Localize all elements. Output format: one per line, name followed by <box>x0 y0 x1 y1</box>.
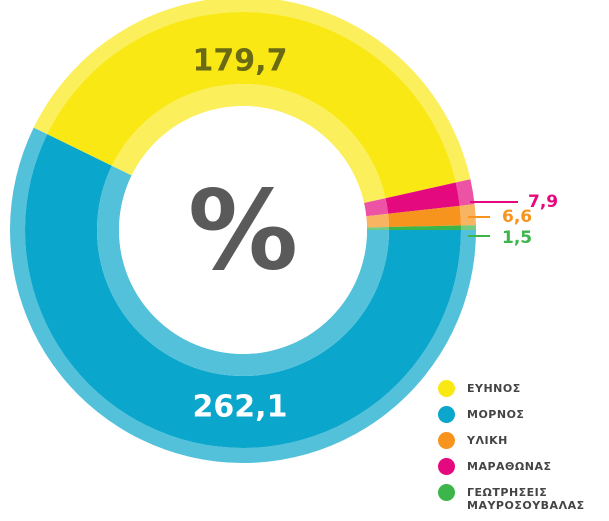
value-label: 7,9 <box>528 192 558 212</box>
legend-label: ΓΕΩΤΡΗΣΕΙΣ ΜΑΥΡΟΣΟΥΒΑΛΑΣ <box>467 486 585 512</box>
legend-item: ΓΕΩΤΡΗΣΕΙΣ ΜΑΥΡΟΣΟΥΒΑΛΑΣ <box>438 484 608 512</box>
legend-label: ΥΛΙΚΗ <box>467 434 508 447</box>
segment <box>388 205 461 227</box>
legend-item: ΜΑΡΑΘΩΝΑΣ <box>438 458 608 475</box>
segment <box>385 182 460 214</box>
segment <box>47 11 456 199</box>
donut-hole <box>119 106 367 354</box>
segment-band <box>459 204 476 226</box>
legend-item: ΕΥΗΝΟΣ <box>438 380 608 397</box>
legend-label: ΜΑΡΑΘΩΝΑΣ <box>467 460 552 473</box>
legend-swatch <box>438 380 455 397</box>
legend-label: ΕΥΗΝΟΣ <box>467 382 521 395</box>
legend: ΕΥΗΝΟΣ ΜΟΡΝΟΣ ΥΛΙΚΗ ΜΑΡΑΘΩΝΑΣ ΓΕΩΤΡΗΣΕΙΣ ΜΑΥ… <box>438 380 608 521</box>
segment-band <box>366 213 389 228</box>
segment-band <box>111 83 386 203</box>
center-label: % <box>188 166 298 294</box>
segment-band <box>366 226 389 230</box>
legend-swatch <box>438 432 455 449</box>
value-label: 6,6 <box>502 207 532 227</box>
legend-item: ΥΛΙΚΗ <box>438 432 608 449</box>
segment <box>388 225 461 230</box>
value-label: 262,1 <box>193 390 288 425</box>
legend-label: ΜΟΡΝΟΣ <box>467 408 525 421</box>
legend-swatch <box>438 458 455 475</box>
legend-swatch <box>438 406 455 423</box>
segment <box>24 134 461 448</box>
legend-item: ΜΟΡΝΟΣ <box>438 406 608 423</box>
value-label: 1,5 <box>502 228 532 248</box>
segment-band <box>460 225 476 230</box>
segment-band <box>364 198 389 217</box>
value-label: 179,7 <box>193 44 288 79</box>
segment-band <box>97 165 390 376</box>
segment-band <box>33 0 471 183</box>
legend-swatch <box>438 484 455 501</box>
segment-band <box>455 179 475 206</box>
